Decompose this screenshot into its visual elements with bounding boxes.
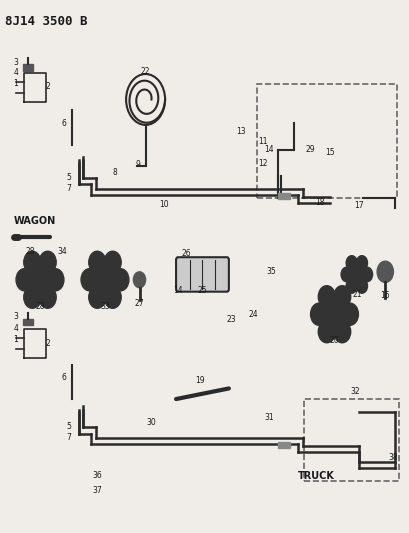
Text: 30: 30 [147, 418, 157, 427]
Text: 26: 26 [182, 249, 191, 258]
FancyBboxPatch shape [176, 257, 229, 292]
Circle shape [24, 251, 41, 273]
Text: 19: 19 [196, 376, 205, 385]
Text: 4: 4 [13, 324, 18, 333]
Text: 6: 6 [62, 373, 67, 382]
Circle shape [346, 279, 357, 293]
Circle shape [31, 268, 49, 292]
Text: 25: 25 [198, 286, 207, 295]
Text: 5: 5 [66, 422, 71, 431]
Circle shape [318, 320, 335, 343]
Text: 20: 20 [330, 336, 339, 345]
Text: 9: 9 [135, 160, 140, 169]
Text: 22: 22 [141, 67, 151, 76]
Text: 16: 16 [380, 291, 390, 300]
Text: 24: 24 [248, 310, 258, 319]
Text: 36: 36 [92, 471, 102, 480]
Circle shape [112, 269, 129, 291]
Circle shape [346, 256, 357, 270]
Circle shape [133, 272, 146, 288]
Text: 11: 11 [258, 138, 268, 147]
Circle shape [310, 303, 328, 325]
Text: 29: 29 [305, 146, 315, 155]
Circle shape [334, 320, 351, 343]
Text: 5: 5 [66, 173, 71, 182]
Text: 7: 7 [66, 433, 71, 442]
Circle shape [318, 286, 335, 308]
Circle shape [362, 267, 373, 282]
Text: 28: 28 [25, 247, 35, 256]
Bar [23, 64, 33, 71]
Circle shape [341, 267, 352, 282]
Text: 34: 34 [57, 247, 67, 256]
Circle shape [351, 266, 363, 282]
Circle shape [356, 279, 368, 293]
Text: 3: 3 [13, 58, 18, 67]
Bar [278, 193, 290, 199]
Text: 6: 6 [62, 119, 67, 128]
Circle shape [104, 251, 121, 273]
Text: 13: 13 [236, 127, 246, 136]
Text: 1: 1 [13, 335, 18, 344]
Text: 21: 21 [352, 289, 362, 298]
Circle shape [89, 286, 106, 308]
Text: 15: 15 [326, 148, 335, 157]
Text: 10: 10 [159, 200, 169, 209]
Text: 28: 28 [35, 302, 45, 311]
Text: 18: 18 [315, 198, 325, 207]
Bar [278, 442, 290, 448]
Circle shape [39, 286, 56, 308]
Circle shape [325, 302, 344, 326]
Circle shape [342, 303, 358, 325]
Text: 7: 7 [66, 183, 71, 192]
Text: 8J14 3500 B: 8J14 3500 B [5, 14, 88, 28]
Text: WAGON: WAGON [13, 216, 56, 227]
Text: 37: 37 [92, 486, 102, 495]
Text: 32: 32 [350, 386, 360, 395]
Text: 33: 33 [100, 302, 110, 311]
Text: 17: 17 [354, 201, 364, 210]
Text: 3: 3 [13, 312, 18, 321]
Circle shape [356, 256, 368, 270]
Text: 4: 4 [13, 68, 18, 77]
Circle shape [47, 269, 64, 291]
Text: 12: 12 [258, 159, 268, 167]
Text: 1: 1 [13, 79, 18, 88]
Text: 8: 8 [113, 167, 117, 176]
Circle shape [104, 286, 121, 308]
Circle shape [377, 261, 393, 282]
Circle shape [16, 269, 33, 291]
Text: 23: 23 [226, 315, 236, 324]
Text: 31: 31 [265, 413, 274, 422]
Circle shape [334, 286, 351, 308]
Text: 14: 14 [173, 286, 183, 295]
Text: 2: 2 [46, 82, 50, 91]
Circle shape [39, 251, 56, 273]
Text: 14: 14 [265, 146, 274, 155]
Text: 35: 35 [267, 268, 276, 276]
Circle shape [81, 269, 98, 291]
Text: 2: 2 [46, 339, 50, 348]
Text: 38: 38 [389, 453, 398, 462]
Circle shape [89, 251, 106, 273]
Circle shape [24, 286, 41, 308]
Bar [23, 319, 33, 325]
Text: TRUCK: TRUCK [298, 471, 335, 481]
Text: 27: 27 [135, 299, 144, 308]
Circle shape [96, 268, 114, 292]
